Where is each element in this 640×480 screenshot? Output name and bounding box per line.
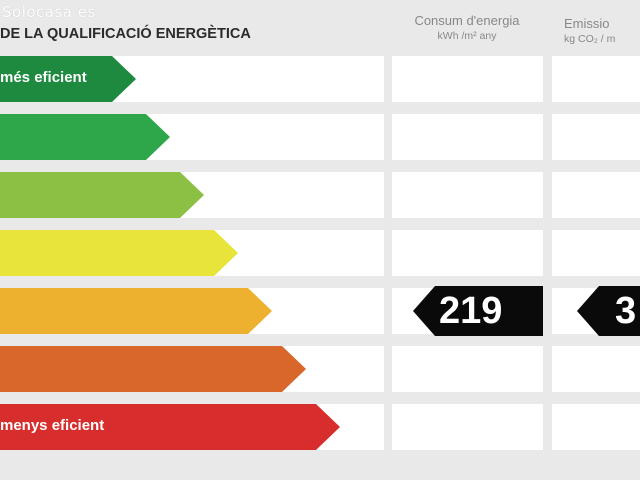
consum-value-badge: 219 xyxy=(413,286,543,341)
rating-label: més eficient xyxy=(0,69,87,86)
emissions-cell xyxy=(552,172,640,218)
consum-cell xyxy=(392,172,543,218)
emissions-cell xyxy=(552,404,640,450)
page-title: DE LA QUALIFICACIÓ ENERGÈTICA xyxy=(0,26,251,42)
rating-arrow: menys eficient xyxy=(0,404,340,450)
rating-arrow xyxy=(0,114,170,160)
emissions-column-header: Emissio kg CO₂ / m xyxy=(552,16,640,45)
consum-cell xyxy=(392,404,543,450)
rating-arrow xyxy=(0,230,238,276)
consum-title: Consum d'energia xyxy=(414,13,520,28)
consum-cell xyxy=(392,230,543,276)
consum-cell xyxy=(392,114,543,160)
consum-cell xyxy=(392,56,543,102)
emissions-value: 3 xyxy=(615,290,637,332)
emissions-cell xyxy=(552,114,640,160)
rating-arrow xyxy=(0,346,306,392)
watermark: Solocasa.es xyxy=(2,3,96,21)
rating-arrow xyxy=(0,288,272,334)
emissions-unit: kg CO₂ / m xyxy=(564,33,616,45)
emissions-value-badge: 3 xyxy=(577,286,640,341)
emissions-cell xyxy=(552,56,640,102)
consum-unit: kWh /m² any xyxy=(437,30,497,42)
rating-arrow: més eficient xyxy=(0,56,136,102)
emissions-cell xyxy=(552,346,640,392)
consum-value: 219 xyxy=(439,290,503,332)
emissions-title: Emissio xyxy=(564,16,610,31)
rating-label: menys eficient xyxy=(0,417,105,434)
consum-column-header: Consum d'energia kWh /m² any xyxy=(392,13,542,42)
rating-arrow xyxy=(0,172,204,218)
consum-cell xyxy=(392,346,543,392)
emissions-cell xyxy=(552,230,640,276)
